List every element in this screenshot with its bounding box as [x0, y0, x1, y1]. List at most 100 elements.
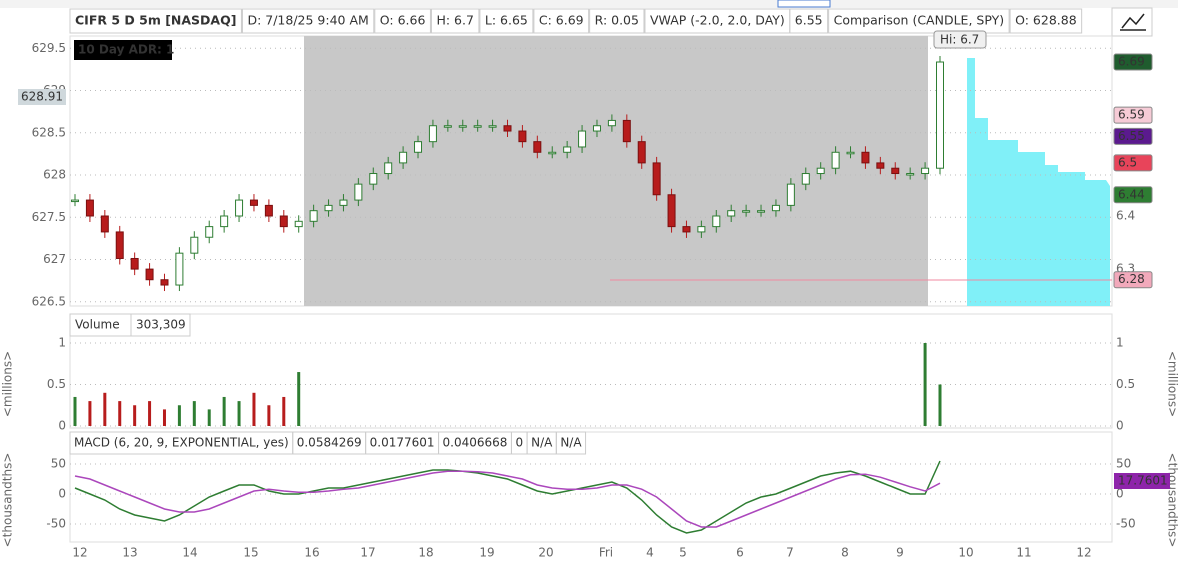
price-badge-label: 6.5: [1118, 155, 1137, 169]
candle: [175, 252, 184, 286]
candle: [294, 220, 303, 228]
volume-bar: [923, 343, 927, 426]
volume-bar: [103, 392, 107, 426]
y-tick-label: 50: [1116, 457, 1131, 471]
candle: [682, 226, 691, 233]
volume-bar: [938, 384, 942, 426]
candle: [667, 194, 676, 228]
candle: [771, 204, 780, 212]
x-tick-label: 20: [538, 546, 553, 560]
header-box: [589, 8, 645, 34]
y-tick-label: 0: [1116, 487, 1124, 501]
candle: [443, 125, 452, 128]
candle: [816, 167, 825, 175]
candle: [652, 162, 661, 196]
candle: [220, 215, 229, 228]
candle: [518, 130, 527, 143]
header-box: [533, 8, 590, 34]
header-field: O: 628.88: [1015, 13, 1077, 28]
candle: [279, 215, 288, 228]
candle: [936, 61, 944, 169]
volume-profile: [967, 58, 1110, 306]
session-shade: [304, 36, 928, 306]
header-field: C: 6.69: [539, 13, 584, 28]
signal-line: [74, 470, 941, 528]
y-tick-label: 627: [43, 252, 66, 266]
price-badge-label: 6.69: [1118, 55, 1145, 69]
candle: [100, 215, 109, 233]
comparison-badge-bg: [18, 89, 66, 105]
x-tick-label: 6: [736, 546, 744, 560]
y-tick-label: 629.5: [32, 41, 66, 55]
candle: [264, 204, 273, 217]
candle: [727, 210, 736, 217]
macd-field: 0.0584269: [297, 436, 362, 450]
candle: [906, 173, 915, 176]
header-field: L: 6.65: [485, 13, 528, 28]
y-tick-label: 0: [58, 487, 66, 501]
price-badge: [1113, 127, 1153, 145]
candle: [757, 210, 766, 213]
price-badge-label: 6.44: [1118, 187, 1145, 201]
header-field: O: 6.66: [380, 13, 426, 28]
header-box: [430, 8, 480, 34]
candle: [592, 125, 601, 132]
candle: [354, 183, 363, 201]
x-tick-label: 18: [418, 546, 433, 560]
candle: [235, 199, 244, 217]
style-button[interactable]: [1111, 7, 1153, 37]
price-badge: [1113, 186, 1153, 204]
style-icon: [1120, 13, 1146, 31]
comparison-badge: 628.91: [21, 90, 63, 104]
price-badge-label: 6.28: [1118, 272, 1145, 286]
x-tick-label: 14: [182, 546, 197, 560]
candle: [876, 162, 885, 169]
x-tick-label: 4: [646, 546, 654, 560]
header-field: H: 6.7: [436, 13, 473, 28]
header-box: [828, 8, 1010, 34]
y-tick-label: 50: [51, 457, 66, 471]
y-tick-label: 0.5: [1116, 377, 1135, 391]
x-tick-label: 12: [72, 546, 87, 560]
macd-line: [74, 460, 941, 534]
y-tick-label: 6.4: [1116, 209, 1135, 223]
price-badge: [1113, 271, 1153, 289]
volume-bar: [133, 405, 137, 426]
price-badge: [1113, 154, 1153, 172]
price-badge: [1113, 106, 1153, 124]
y-tick-label: 0: [58, 419, 66, 433]
candle: [339, 199, 348, 206]
candle: [130, 257, 139, 270]
header-field: VWAP (-2.0, 2.0, DAY): [650, 13, 785, 28]
plot: 629.5629628.5628627.5627626.56.46.36.696…: [1, 30, 1178, 560]
candle: [85, 199, 94, 217]
header-field: R: 0.05: [595, 13, 639, 28]
x-tick-label: 11: [1016, 546, 1031, 560]
header-box: [374, 8, 431, 34]
x-tick-label: 10: [958, 546, 973, 560]
candle: [503, 125, 512, 132]
y-tick-label: 0: [1116, 419, 1124, 433]
macd-field: 0.0177601: [370, 436, 435, 450]
candle: [831, 151, 840, 169]
candle: [414, 141, 423, 153]
x-tick-label: 19: [479, 546, 494, 560]
candle: [324, 204, 333, 212]
x-tick-label: 8: [841, 546, 849, 560]
x-tick-label: 15: [243, 546, 258, 560]
candle: [637, 141, 646, 164]
candle: [846, 151, 855, 155]
y-tick-label: -50: [1116, 517, 1136, 531]
header-field: CIFR 5 D 5m [NASDAQ]: [75, 13, 236, 28]
candle: [712, 215, 721, 228]
tab[interactable]: [777, 0, 831, 8]
axis-label: <thousandths>: [1, 453, 15, 548]
y-tick-label: 626.5: [32, 294, 66, 308]
y-tick-label: 628.5: [32, 125, 66, 139]
candle: [428, 125, 437, 143]
candle: [786, 183, 795, 206]
candle: [578, 130, 587, 148]
volume-bar: [73, 396, 77, 426]
